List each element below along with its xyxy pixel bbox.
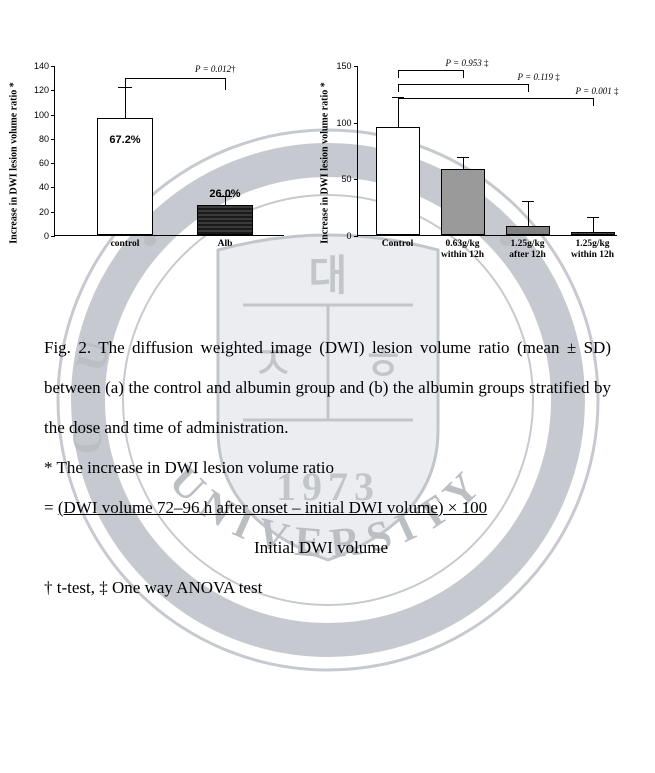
chart-b-bar — [376, 127, 420, 235]
chart-b-pvalue: P = 0.119 ‡ — [518, 72, 560, 82]
chart-a-y-label: Increase in DWI lesion volume ratio * — [9, 82, 20, 243]
chart-b-bar — [506, 226, 550, 235]
chart-b-x-label: 0.63g/kgwithin 12h — [441, 235, 484, 262]
chart-b-pvalue: P = 0.953 ‡ — [446, 58, 489, 68]
chart-b-ytick: 100 — [337, 118, 358, 128]
chart-a-ytick: 80 — [39, 134, 55, 144]
chart-a-x-label: Alb — [218, 235, 233, 250]
chart-a-plot: 02040608010012014067.2%control26.0%AlbP … — [54, 66, 284, 236]
chart-a-ytick: 40 — [39, 182, 55, 192]
chart-b: Increase in DWI lesion volume ratio * 05… — [327, 48, 635, 278]
chart-b-x-label: 1.25g/kgwithin 12h — [571, 235, 614, 262]
chart-b-plot: 050100150Control0.63g/kgwithin 12h1.25g/… — [357, 66, 617, 236]
caption-formula-num: = (DWI volume 72–96 h after onset – init… — [44, 488, 611, 528]
chart-a-ytick: 140 — [34, 61, 55, 71]
caption-ratio-label: * The increase in DWI lesion volume rati… — [44, 448, 611, 488]
chart-a-ytick: 20 — [39, 207, 55, 217]
chart-a: Increase in DWI lesion volume ratio * 02… — [20, 48, 319, 278]
chart-a-ytick: 0 — [44, 231, 55, 241]
chart-a-bar-pct: 67.2% — [109, 134, 140, 146]
chart-a-bar — [197, 205, 253, 235]
chart-a-ytick: 120 — [34, 85, 55, 95]
chart-b-y-label: Increase in DWI lesion volume ratio * — [319, 82, 330, 243]
chart-b-ytick: 50 — [342, 174, 358, 184]
chart-b-x-label: 1.25g/kgafter 12h — [509, 235, 546, 262]
figure-caption: Fig. 2. The diffusion weighted image (DW… — [0, 278, 655, 608]
chart-b-ytick: 0 — [347, 231, 358, 241]
charts-row: Increase in DWI lesion volume ratio * 02… — [0, 0, 655, 278]
chart-b-ytick: 150 — [337, 61, 358, 71]
chart-a-pvalue: P = 0.012† — [195, 64, 236, 74]
caption-main: Fig. 2. The diffusion weighted image (DW… — [44, 328, 611, 448]
chart-a-x-label: control — [111, 235, 140, 250]
chart-b-pvalue: P = 0.001 ‡ — [576, 86, 619, 96]
caption-tests: † t-test, ‡ One way ANOVA test — [44, 568, 611, 608]
caption-formula-denom: Initial DWI volume — [44, 528, 611, 568]
chart-b-bar — [441, 169, 485, 235]
chart-b-x-label: Control — [382, 235, 414, 250]
chart-a-ytick: 60 — [39, 158, 55, 168]
chart-a-ytick: 100 — [34, 110, 55, 120]
chart-a-bar-pct: 26.0% — [209, 188, 240, 200]
